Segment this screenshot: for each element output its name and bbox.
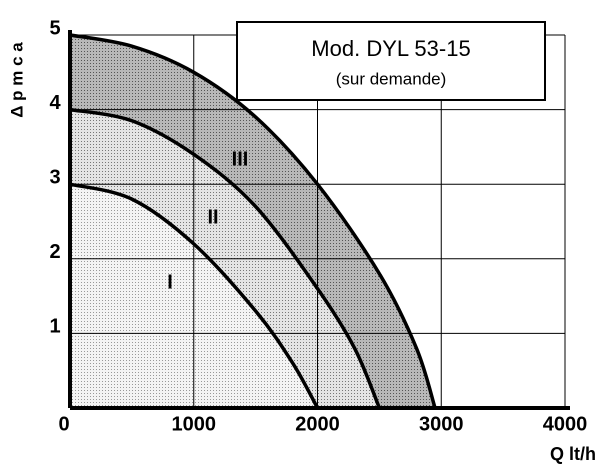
x-axis-label: Q lt/h [550,444,596,464]
y-tick-label: 4 [49,92,61,114]
y-tick-label: 1 [49,316,60,338]
x-tick-label: 0 [58,413,69,435]
curve-label: I [167,271,173,293]
chart-title: Mod. DYL 53-15 [311,36,470,61]
y-tick-label: 5 [49,17,60,39]
y-tick-label: 3 [49,166,60,188]
curve [69,182,320,409]
x-tick-label: 3000 [419,413,464,435]
y-tick-label: 2 [49,241,60,263]
curve-label: III [232,148,249,170]
chart-subtitle: (sur demande) [336,69,447,88]
x-tick-label: 4000 [543,413,588,435]
curve-label: II [207,206,218,228]
x-tick-label: 1000 [172,413,217,435]
y-axis-label: Δ p m c a [7,42,26,118]
curve [69,107,381,409]
curve [69,33,437,409]
x-tick-label: 2000 [295,413,340,435]
title-box [236,21,546,101]
